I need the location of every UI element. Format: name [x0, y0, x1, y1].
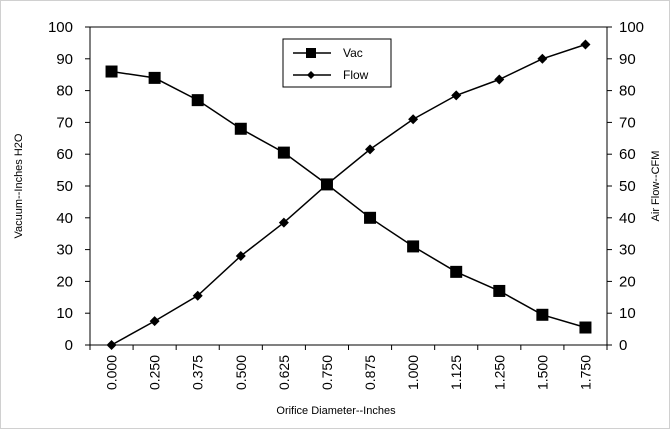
flow-point	[106, 340, 117, 350]
flow-point	[278, 217, 289, 228]
vac-point	[191, 94, 204, 107]
series-layer	[105, 39, 592, 350]
y2-tick-label: 70	[619, 114, 636, 131]
right-axis-ticks: 0 10 20 30 40 50 60 70 80 90 100	[607, 19, 644, 354]
legend-items: Vac Flow	[293, 46, 369, 82]
y2-tick-label: 100	[619, 19, 644, 36]
x-axis-title: Orifice Diameter--Inches	[276, 405, 396, 417]
flow-point	[580, 39, 591, 50]
flow-point	[235, 250, 246, 261]
y-tick-label: 100	[48, 19, 73, 36]
x-tick-label: 0.875	[362, 355, 378, 390]
x-tick-label: 0.250	[147, 355, 163, 390]
vac-line	[111, 70, 586, 329]
y2-tick-label: 20	[619, 273, 636, 290]
y-tick-label: 60	[56, 146, 73, 163]
y2-tick-label: 90	[619, 51, 636, 68]
y2-tick-label: 30	[619, 242, 636, 259]
vac-point	[493, 284, 506, 297]
flow-line	[111, 43, 586, 346]
legend-label-vac: Vac	[343, 46, 363, 60]
y-tick-label: 10	[56, 305, 73, 322]
y-tick-label: 40	[56, 210, 73, 227]
legend-marker-flow	[307, 71, 315, 79]
y2-tick-label: 50	[619, 178, 636, 195]
y2-tick-label: 0	[619, 337, 627, 354]
y-tick-label: 70	[56, 114, 73, 131]
flow-point	[537, 53, 548, 64]
y-tick-label: 30	[56, 242, 73, 259]
y2-tick-label: 80	[619, 83, 636, 100]
y2-tick-label: 10	[619, 305, 636, 322]
vac-point	[148, 71, 161, 84]
x-tick-label: 1.750	[577, 355, 593, 390]
flow-point	[408, 114, 419, 125]
flow-point	[149, 316, 160, 327]
y-tick-label: 50	[56, 178, 73, 195]
y2-tick-label: 40	[619, 210, 636, 227]
y-tick-label: 80	[56, 83, 73, 100]
x-tick-label: 0.500	[233, 355, 249, 390]
flow-point	[321, 179, 332, 190]
legend-label-flow: Flow	[343, 68, 369, 82]
x-axis-ticks: 0.000 0.250 0.375 0.500 0.625 0.750 0.875 1.000…	[89, 345, 608, 390]
y2-tick-label: 60	[619, 146, 636, 163]
x-tick-label: 1.250	[491, 355, 507, 390]
x-tick-label: 1.125	[448, 355, 464, 390]
legend-marker-vac	[306, 48, 316, 58]
flow-point	[192, 290, 203, 301]
x-tick-label: 0.750	[319, 355, 335, 390]
legend: Vac Flow	[282, 38, 392, 88]
vac-point	[450, 265, 463, 278]
y-tick-label: 90	[56, 51, 73, 68]
y-axis-title: Vacuum--Inches H2O	[13, 133, 25, 238]
y2-axis-title: Air Flow--CFM	[650, 151, 662, 222]
vac-point	[407, 240, 420, 253]
vac-point	[105, 65, 118, 78]
vac-point	[234, 122, 247, 135]
flow-point	[365, 144, 376, 155]
flow-point	[494, 74, 505, 85]
x-tick-label: 0.375	[190, 355, 206, 390]
x-tick-label: 1.500	[534, 355, 550, 390]
flow-point	[451, 90, 462, 101]
y-tick-label: 0	[65, 337, 73, 354]
x-tick-label: 1.000	[405, 355, 421, 390]
y-tick-label: 20	[56, 273, 73, 290]
vac-point	[277, 146, 290, 159]
vac-point	[536, 308, 549, 321]
x-tick-label: 0.000	[104, 355, 120, 390]
left-axis-ticks: 0 10 20 30 40 50 60 70 80 90 100	[48, 19, 90, 354]
vac-point	[579, 321, 592, 334]
vac-point	[364, 211, 377, 224]
x-tick-label: 0.625	[276, 355, 292, 390]
legend-box	[282, 38, 392, 88]
